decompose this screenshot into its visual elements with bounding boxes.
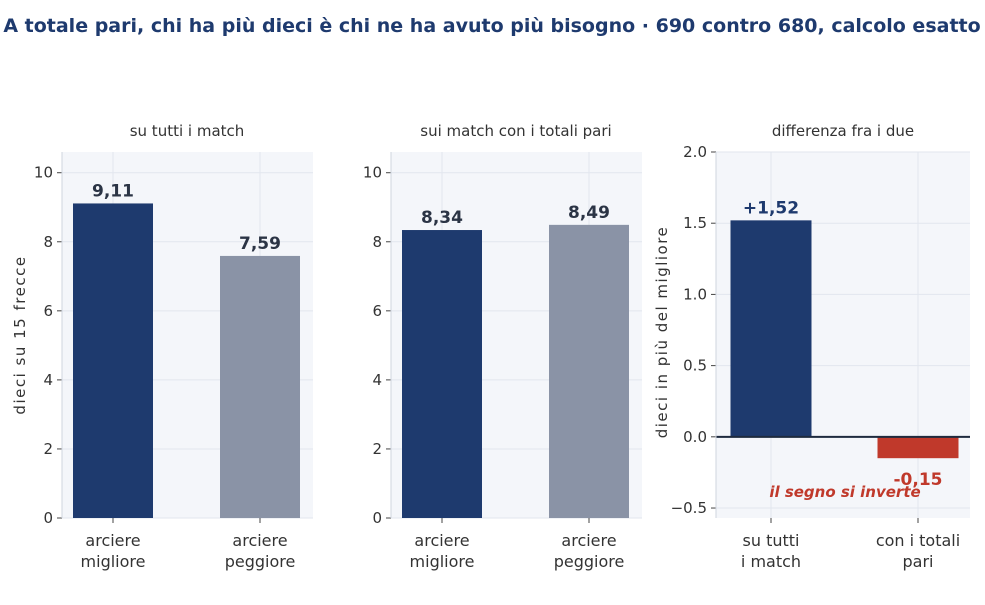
y-tick-label: −0.5 [671, 499, 707, 517]
y-tick-label: 0 [43, 509, 53, 527]
y-tick-label: 6 [43, 302, 53, 320]
y-tick-label: 2 [43, 440, 53, 458]
figure-title: A totale pari, chi ha più dieci è chi ne… [3, 15, 980, 37]
panel-equal-totals: sui match con i totali pari 8,34 8,49 0 2 4… [363, 122, 642, 571]
panel-title: differenza fra i due [772, 122, 914, 140]
x-category-label: su tutti i match [741, 531, 801, 571]
y-tick-label: 2 [372, 440, 382, 458]
y-tick-label: 4 [43, 371, 53, 389]
y-tick-label: 4 [372, 371, 382, 389]
x-categories: arciere migliore arciere peggiore [81, 531, 296, 571]
y-tick-label: 2.0 [683, 143, 707, 161]
x-category-label: con i totali pari [876, 531, 960, 571]
y-ticks: −0.5 0.0 0.5 1.0 1.5 2.0 [671, 143, 919, 523]
y-tick-label: 10 [363, 164, 382, 182]
value-label: +1,52 [743, 198, 799, 218]
y-tick-label: 0.0 [683, 428, 707, 446]
y-tick-label: 1.5 [683, 214, 707, 232]
x-category-label: arciere peggiore [554, 531, 625, 571]
value-label: -0,15 [894, 470, 943, 490]
x-category-label: arciere migliore [81, 531, 146, 571]
bar [877, 436, 959, 459]
y-tick-label: 8 [372, 233, 382, 251]
x-categories: arciere migliore arciere peggiore [410, 531, 625, 571]
x-category-label: arciere peggiore [225, 531, 296, 571]
sign-inversion-note: il segno si inverte [769, 483, 920, 501]
y-ticks: 0 2 4 6 8 10 [363, 152, 590, 527]
bar [730, 220, 812, 437]
x-categories: su tutti i match con i totali pari [741, 531, 960, 571]
bar [402, 230, 482, 518]
panel-difference: differenza fra i due dieci in più del mi… [653, 122, 970, 571]
panel-title: su tutti i match [130, 122, 245, 140]
bars: 9,11 7,59 [73, 181, 300, 519]
y-tick-label: 1.0 [683, 285, 707, 303]
bars: +1,52 -0,15 [716, 198, 970, 490]
value-label: 8,49 [568, 203, 610, 223]
value-label: 8,34 [421, 208, 463, 228]
y-axis-label: dieci su 15 frecce [11, 255, 29, 414]
value-label: 9,11 [92, 181, 134, 201]
bars: 8,34 8,49 [402, 203, 629, 518]
y-axis-label: dieci in più del migliore [653, 226, 671, 439]
y-tick-label: 8 [43, 233, 53, 251]
y-ticks: 0 2 4 6 8 10 [34, 152, 261, 527]
panel-all-matches: su tutti i match dieci su 15 frecce 9,11… [11, 122, 313, 571]
y-tick-label: 10 [34, 164, 53, 182]
x-category-label: arciere migliore [410, 531, 475, 571]
y-tick-label: 6 [372, 302, 382, 320]
value-label: 7,59 [239, 234, 281, 254]
bar [549, 224, 629, 518]
y-tick-label: 0 [372, 509, 382, 527]
bar [220, 255, 300, 519]
bar [73, 203, 153, 518]
y-tick-label: 0.5 [683, 357, 707, 375]
panel-title: sui match con i totali pari [420, 122, 611, 140]
